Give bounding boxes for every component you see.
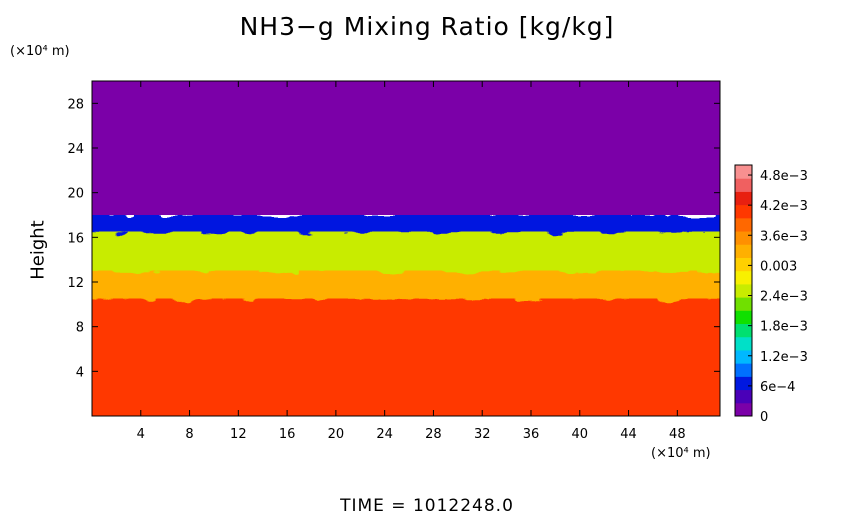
colorbar-swatch (735, 218, 752, 232)
layer-4 (82, 299, 730, 422)
colorbar-label: 0 (760, 410, 768, 425)
colorbar-swatch (735, 337, 752, 351)
colorbar-swatch (735, 271, 752, 285)
layer-0 (82, 81, 730, 215)
y-tick-label: 28 (67, 97, 84, 112)
colorbar-label: 6e−4 (760, 380, 795, 395)
colorbar-swatch (735, 350, 752, 364)
colorbar-swatch (735, 178, 752, 192)
colorbar-label: 1.2e−3 (760, 350, 808, 365)
colorbar-swatch (735, 244, 752, 258)
x-tick-label: 12 (230, 427, 247, 442)
y-tick-label: 8 (76, 321, 84, 336)
x-tick-label: 48 (669, 427, 686, 442)
colorbar-swatch (735, 376, 752, 390)
x-tick-label: 16 (279, 427, 296, 442)
colorbar-swatch (735, 297, 752, 311)
colorbar-label: 2.4e−3 (760, 290, 808, 305)
colorbar-swatch (735, 363, 752, 377)
colorbar-swatch (735, 310, 752, 324)
x-tick-label: 40 (571, 427, 588, 442)
y-tick-label: 12 (67, 276, 84, 291)
x-tick-label: 20 (328, 427, 345, 442)
x-tick-label: 24 (376, 427, 393, 442)
colorbar-label: 4.2e−3 (760, 199, 808, 214)
colorbar-swatch (735, 257, 752, 271)
colorbar: 4.8e−3 4.2e−3 3.6e−3 0.003 2.4e−3 1.8e−3 1.2e−… (735, 165, 808, 425)
y-tick-label: 4 (76, 365, 84, 380)
y-tick-label: 20 (67, 187, 84, 202)
y-tick-label: 24 (67, 142, 84, 157)
colorbar-swatch (735, 191, 752, 205)
x-tick-label: 28 (425, 427, 442, 442)
heatmap-field (82, 81, 730, 422)
colorbar-label: 4.8e−3 (760, 169, 808, 184)
layer-2 (82, 232, 730, 277)
x-tick-label: 36 (523, 427, 540, 442)
colorbar-label: 3.6e−3 (760, 229, 808, 244)
colorbar-swatch (735, 390, 752, 404)
x-tick-label: 44 (620, 427, 637, 442)
y-tick-label: 16 (67, 231, 84, 246)
colorbar-label: 0.003 (760, 259, 797, 274)
colorbar-swatch (735, 403, 752, 417)
colorbar-swatch (735, 205, 752, 219)
colorbar-label: 1.8e−3 (760, 320, 808, 335)
x-tick-label: 32 (474, 427, 491, 442)
x-tick-label: 4 (137, 427, 145, 442)
colorbar-swatch (735, 231, 752, 245)
x-tick-label: 8 (185, 427, 193, 442)
colorbar-swatch (735, 165, 752, 179)
